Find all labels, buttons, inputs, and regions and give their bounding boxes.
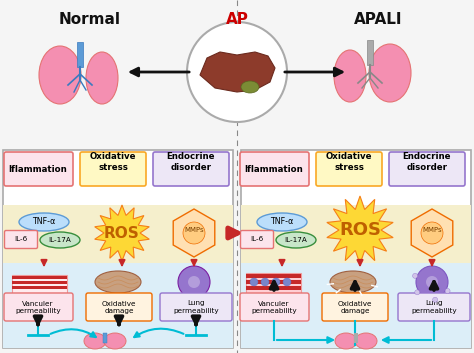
FancyBboxPatch shape <box>86 293 152 321</box>
FancyBboxPatch shape <box>398 293 470 321</box>
Ellipse shape <box>369 44 411 102</box>
Bar <box>241 150 471 348</box>
Polygon shape <box>173 209 215 257</box>
Bar <box>12 286 67 289</box>
Ellipse shape <box>241 81 259 93</box>
Text: IL-6: IL-6 <box>250 236 264 242</box>
Ellipse shape <box>40 232 80 248</box>
FancyBboxPatch shape <box>160 293 232 321</box>
Circle shape <box>412 273 418 279</box>
Text: IL-6: IL-6 <box>14 236 27 242</box>
Text: APALI: APALI <box>354 12 402 27</box>
Polygon shape <box>411 209 453 257</box>
Bar <box>241 205 471 263</box>
Bar <box>77 42 83 67</box>
FancyBboxPatch shape <box>322 293 388 321</box>
Circle shape <box>283 278 291 286</box>
Circle shape <box>261 278 269 286</box>
FancyBboxPatch shape <box>80 152 146 186</box>
FancyBboxPatch shape <box>4 152 73 186</box>
Bar <box>12 276 67 279</box>
Bar <box>3 150 233 348</box>
Ellipse shape <box>276 232 316 248</box>
Text: Iflammation: Iflammation <box>9 164 67 174</box>
Text: Vanculer
permeability: Vanculer permeability <box>251 300 297 313</box>
Text: Vanculer
permeability: Vanculer permeability <box>15 300 61 313</box>
Bar <box>354 333 358 343</box>
Text: IL-17A: IL-17A <box>48 237 72 243</box>
Bar <box>103 333 107 343</box>
FancyBboxPatch shape <box>240 293 309 321</box>
Bar <box>12 275 67 293</box>
Circle shape <box>416 266 448 298</box>
Circle shape <box>421 222 443 244</box>
Bar <box>367 40 373 65</box>
Text: TNF-α: TNF-α <box>270 217 294 227</box>
Text: MMPs: MMPs <box>422 227 442 233</box>
Bar <box>241 263 471 348</box>
Text: MMPs: MMPs <box>184 227 204 233</box>
Text: ROS: ROS <box>104 226 140 240</box>
FancyBboxPatch shape <box>4 293 73 321</box>
Text: Oxidative
damage: Oxidative damage <box>338 300 372 313</box>
Text: IL-17A: IL-17A <box>284 237 308 243</box>
Ellipse shape <box>355 333 377 349</box>
Bar <box>12 281 67 284</box>
Bar <box>246 286 301 289</box>
Text: Lung
permeability: Lung permeability <box>411 300 457 313</box>
FancyBboxPatch shape <box>4 231 37 249</box>
Text: Normal: Normal <box>59 12 121 27</box>
Ellipse shape <box>330 271 376 293</box>
Polygon shape <box>327 196 393 264</box>
Ellipse shape <box>84 333 106 349</box>
FancyBboxPatch shape <box>389 152 465 186</box>
FancyBboxPatch shape <box>153 152 229 186</box>
Bar <box>246 273 301 293</box>
Text: Oxidative
stress: Oxidative stress <box>90 152 136 172</box>
Text: Lung
permeability: Lung permeability <box>173 300 219 313</box>
Text: TNF-α: TNF-α <box>32 217 55 227</box>
Bar <box>246 274 301 277</box>
Circle shape <box>183 222 205 244</box>
Circle shape <box>250 278 258 286</box>
Bar <box>246 280 301 283</box>
Circle shape <box>178 266 210 298</box>
FancyBboxPatch shape <box>240 231 273 249</box>
Text: Iflammation: Iflammation <box>245 164 303 174</box>
Bar <box>3 205 233 263</box>
Ellipse shape <box>39 46 81 104</box>
Ellipse shape <box>104 333 126 349</box>
Ellipse shape <box>257 213 307 231</box>
Bar <box>3 263 233 348</box>
Polygon shape <box>95 205 149 261</box>
Circle shape <box>188 276 200 288</box>
Text: Oxidative
damage: Oxidative damage <box>102 300 136 313</box>
Ellipse shape <box>19 213 69 231</box>
Circle shape <box>272 278 280 286</box>
Ellipse shape <box>335 333 357 349</box>
Text: Endocrine
disorder: Endocrine disorder <box>167 152 215 172</box>
Text: Oxidative
stress: Oxidative stress <box>326 152 372 172</box>
Ellipse shape <box>334 50 366 102</box>
Ellipse shape <box>95 271 141 293</box>
FancyBboxPatch shape <box>316 152 382 186</box>
Circle shape <box>426 276 438 288</box>
Circle shape <box>187 22 287 122</box>
Ellipse shape <box>86 52 118 104</box>
Circle shape <box>445 288 450 293</box>
Text: ROS: ROS <box>339 221 381 239</box>
Circle shape <box>433 297 438 302</box>
Text: Endocrine
disorder: Endocrine disorder <box>403 152 451 172</box>
Polygon shape <box>200 52 275 92</box>
Circle shape <box>415 290 420 295</box>
FancyBboxPatch shape <box>240 152 309 186</box>
Text: AP: AP <box>226 12 248 27</box>
